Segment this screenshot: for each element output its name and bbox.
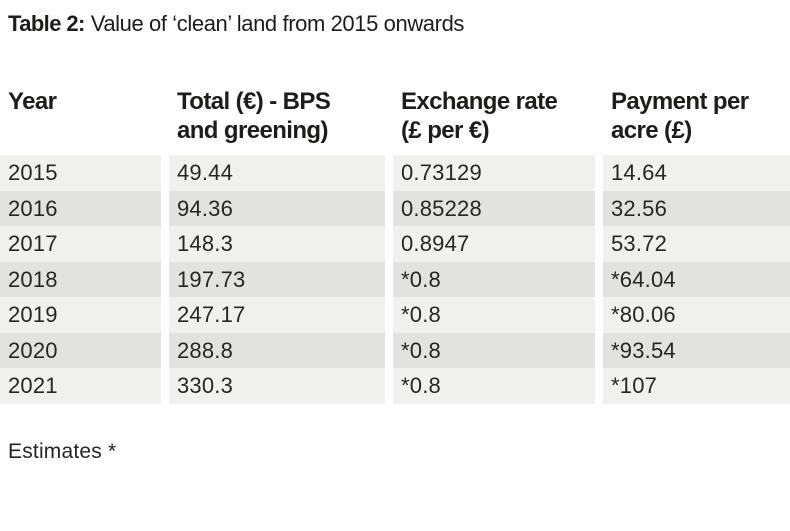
cell-year: 2018 [0,261,161,297]
header-total-line1: Total (€) - BPS [177,88,331,115]
header-payment-line2: acre (£) [611,117,692,144]
cell-total: 148.3 [169,226,385,262]
cell-exchange-rate: *0.8 [393,368,595,404]
data-table: Year Total (€) - BPS and greening) Excha… [0,87,790,404]
header-cell-exchange-rate: Exchange rate (£ per €) [393,87,595,145]
header-payment-line1: Payment per [611,88,749,115]
cell-payment-per-acre: *107 [603,368,790,404]
cell-year: 2017 [0,226,161,262]
cell-total: 94.36 [169,190,385,226]
table-row-2021: 2021 330.3 *0.8 *107 [0,368,790,404]
table-row-2019: 2019 247.17 *0.8 *80.06 [0,297,790,333]
cell-exchange-rate: *0.8 [393,332,595,368]
cell-exchange-rate: 0.73129 [393,155,595,191]
cell-year: 2020 [0,332,161,368]
header-year-line1: Year [8,88,57,115]
cell-year: 2016 [0,190,161,226]
table-header-row: Year Total (€) - BPS and greening) Excha… [0,87,790,145]
figure-title-text: Value of ‘clean’ land from 2015 onwards [90,11,465,36]
footnote-estimates: Estimates * [8,439,117,463]
cell-payment-per-acre: *64.04 [603,261,790,297]
figure-title-label: Table 2: [8,11,85,36]
header-exchange-line1: Exchange rate [401,88,558,115]
cell-year: 2019 [0,297,161,333]
cell-total: 247.17 [169,297,385,333]
cell-total: 330.3 [169,368,385,404]
cell-total: 49.44 [169,155,385,191]
header-cell-year: Year [0,87,161,145]
table-row-2015: 2015 49.44 0.73129 14.64 [0,155,790,191]
header-cell-total: Total (€) - BPS and greening) [169,87,385,145]
cell-exchange-rate: 0.8947 [393,226,595,262]
cell-exchange-rate: *0.8 [393,297,595,333]
header-total-line2: and greening) [177,117,328,144]
cell-payment-per-acre: 14.64 [603,155,790,191]
table-row-2020: 2020 288.8 *0.8 *93.54 [0,332,790,368]
cell-payment-per-acre: *80.06 [603,297,790,333]
cell-total: 288.8 [169,332,385,368]
cell-total: 197.73 [169,261,385,297]
cell-exchange-rate: *0.8 [393,261,595,297]
figure-title: Table 2: Value of ‘clean’ land from 2015 … [0,0,790,37]
header-exchange-line2: (£ per €) [401,117,490,144]
table-row-2018: 2018 197.73 *0.8 *64.04 [0,261,790,297]
cell-exchange-rate: 0.85228 [393,190,595,226]
table-row-2016: 2016 94.36 0.85228 32.56 [0,190,790,226]
cell-payment-per-acre: 32.56 [603,190,790,226]
cell-payment-per-acre: 53.72 [603,226,790,262]
cell-year: 2015 [0,155,161,191]
header-cell-payment-per-acre: Payment per acre (£) [603,87,790,145]
cell-payment-per-acre: *93.54 [603,332,790,368]
cell-year: 2021 [0,368,161,404]
table-row-2017: 2017 148.3 0.8947 53.72 [0,226,790,262]
